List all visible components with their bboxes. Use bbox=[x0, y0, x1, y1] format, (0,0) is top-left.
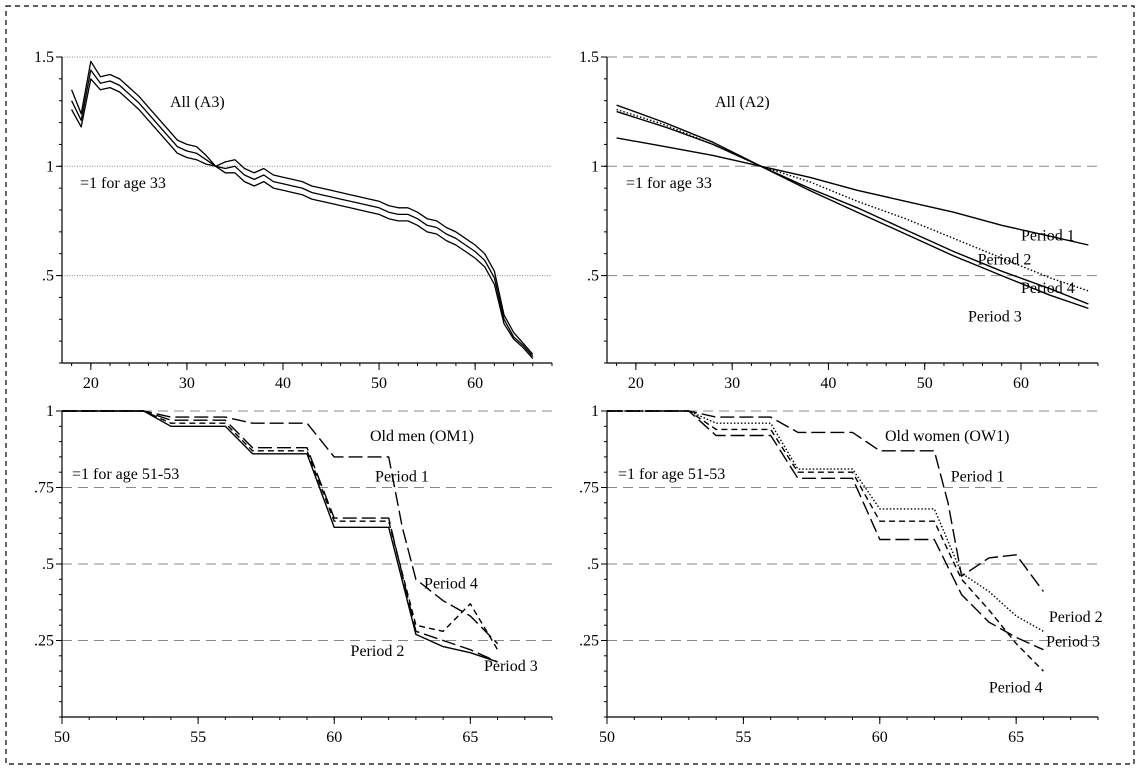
x-tick-label: 50 bbox=[599, 729, 615, 746]
panel-old-men-om1: Old men (OM1) =1 for age 51-53 .25 .5 .75 1… bbox=[34, 403, 553, 746]
panel-title: Old men (OM1) bbox=[370, 428, 474, 445]
x-tick-label: 20 bbox=[628, 375, 644, 392]
x-tick-label: 30 bbox=[724, 375, 740, 392]
series-line-period-1 bbox=[62, 410, 499, 645]
x-tick-label: 55 bbox=[190, 729, 206, 746]
figure-frame bbox=[5, 5, 1135, 765]
series-line-period-4 bbox=[607, 410, 1044, 672]
x-tick-label: 60 bbox=[467, 375, 483, 392]
series-line-period-3 bbox=[607, 410, 1044, 651]
series-label: Period 1 bbox=[1021, 228, 1075, 245]
panel-title: Old women (OW1) bbox=[885, 428, 1009, 445]
series-line-period-4 bbox=[616, 104, 1089, 305]
series-line-band-1 bbox=[70, 60, 534, 355]
y-tick-label: .75 bbox=[34, 480, 54, 497]
series-label: Period 3 bbox=[1046, 634, 1100, 651]
x-tick-label: 50 bbox=[371, 375, 387, 392]
series-line-period-2 bbox=[607, 410, 1044, 632]
x-tick-label: 20 bbox=[83, 375, 99, 392]
y-tick-label: .25 bbox=[579, 633, 599, 650]
x-tick-label: 60 bbox=[1013, 375, 1029, 392]
series-label: Period 2 bbox=[351, 643, 405, 660]
y-tick-label: .5 bbox=[587, 556, 599, 573]
panel-title: All (A2) bbox=[715, 94, 770, 111]
x-tick-label: 50 bbox=[917, 375, 933, 392]
series-label: Period 4 bbox=[989, 680, 1043, 697]
y-tick-label: 1.5 bbox=[34, 49, 54, 66]
y-tick-label: .5 bbox=[42, 556, 54, 573]
y-tick-label: .25 bbox=[34, 633, 54, 650]
x-tick-label: 65 bbox=[462, 729, 478, 746]
series-line-period-2 bbox=[62, 410, 498, 663]
x-tick-label: 50 bbox=[54, 729, 70, 746]
panel-all-a3: All (A3) =1 for age 33 .5 1 1.5 20 30 40 50 60 bbox=[34, 49, 553, 392]
x-tick-label: 60 bbox=[326, 729, 342, 746]
series-line-period-4 bbox=[62, 410, 499, 651]
x-tick-label: 60 bbox=[872, 729, 888, 746]
y-tick-label: 1 bbox=[591, 158, 599, 175]
panel-annotation: =1 for age 51-53 bbox=[618, 466, 725, 483]
y-tick-label: .5 bbox=[42, 268, 54, 285]
panel-all-a2: All (A2) =1 for age 33 .5 1 1.5 20 30 40 50 60 P… bbox=[579, 49, 1099, 392]
y-tick-label: 1 bbox=[46, 403, 54, 420]
panel-annotation: =1 for age 33 bbox=[626, 175, 712, 192]
y-tick-label: 1.5 bbox=[579, 49, 599, 66]
y-tick-label: 1 bbox=[46, 158, 54, 175]
series-line-period-3 bbox=[616, 110, 1089, 310]
series-line-band-2 bbox=[71, 78, 534, 360]
series-line-period-1 bbox=[607, 410, 1044, 592]
x-tick-label: 40 bbox=[820, 375, 836, 392]
series-line-period-1 bbox=[616, 137, 1089, 246]
series-label: Period 2 bbox=[1049, 609, 1103, 626]
series-line-period-3 bbox=[62, 410, 498, 663]
x-tick-label: 55 bbox=[735, 729, 751, 746]
series-label: Period 4 bbox=[1021, 280, 1075, 297]
series-label: Period 1 bbox=[951, 468, 1005, 485]
x-tick-label: 65 bbox=[1008, 729, 1024, 746]
series-label: Period 4 bbox=[424, 575, 478, 592]
series-label: Period 3 bbox=[968, 308, 1022, 325]
panel-annotation: =1 for age 33 bbox=[80, 175, 166, 192]
series-label: Period 1 bbox=[375, 468, 429, 485]
panel-annotation: =1 for age 51-53 bbox=[72, 466, 179, 483]
panel-title: All (A3) bbox=[170, 94, 225, 111]
x-tick-label: 30 bbox=[179, 375, 195, 392]
series-label: Period 3 bbox=[484, 658, 538, 675]
y-tick-label: 1 bbox=[591, 403, 599, 420]
panel-old-women-ow1: Old women (OW1) =1 for age 51-53 .25 .5 .7… bbox=[579, 403, 1103, 746]
x-tick-label: 40 bbox=[275, 375, 291, 392]
series-label: Period 2 bbox=[978, 252, 1032, 269]
y-tick-label: .75 bbox=[579, 480, 599, 497]
y-tick-label: .5 bbox=[587, 268, 599, 285]
series-line-band-0 bbox=[71, 69, 534, 357]
